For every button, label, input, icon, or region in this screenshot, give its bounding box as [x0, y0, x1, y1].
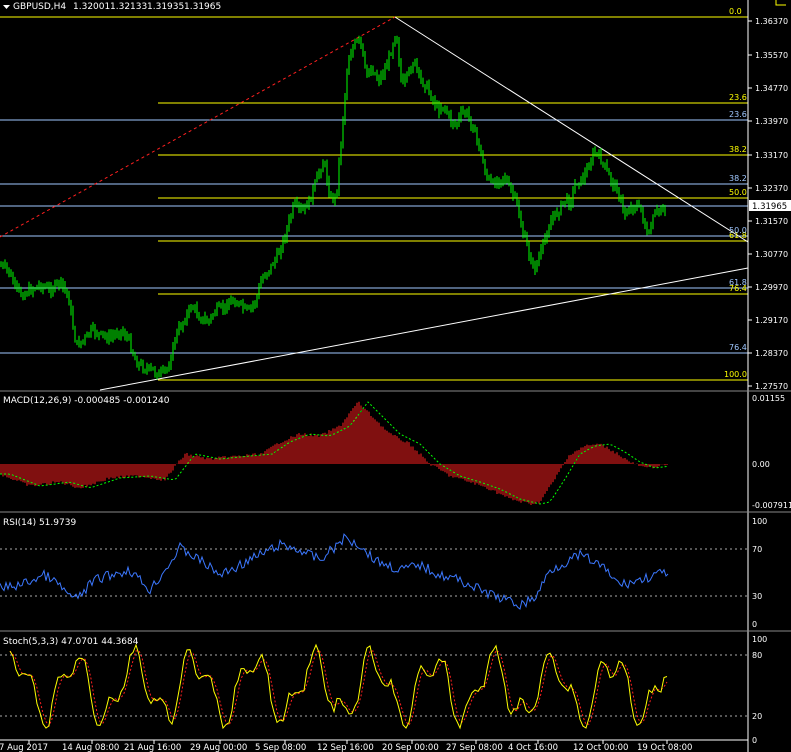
stoch-axis-0: 0 — [752, 736, 757, 745]
support-trendline[interactable] — [99, 267, 749, 391]
fib-yellow-label: 100.0 — [724, 370, 747, 379]
price-axis[interactable]: 1.36370 1.35570 1.34770 1.33970 1.33170 1.323… — [747, 0, 788, 752]
fib-yellow-label: 0.0 — [729, 7, 742, 16]
collapse-triangle-icon[interactable] — [3, 5, 10, 9]
macd-signal-line — [0, 401, 669, 505]
fib-yellow-label: 76.4 — [729, 284, 747, 293]
macd-axis-bottom: -0.007911 — [752, 501, 791, 510]
fib-blue-label: 23.6 — [729, 110, 747, 119]
price-axis-label: 1.33170 — [755, 151, 788, 160]
fib-yellow-label: 50.0 — [729, 188, 747, 197]
rsi-title: RSI(14) 51.9739 — [3, 518, 76, 528]
rsi-axis-0: 0 — [752, 620, 757, 629]
stoch-main-line — [9, 643, 668, 730]
fib-yellow-label: 23.6 — [729, 93, 747, 102]
fib-blue-label: 38.2 — [729, 174, 747, 183]
price-axis-label: 1.29970 — [755, 283, 788, 292]
fib-blue-label: 50.0 — [729, 226, 747, 235]
rsi-axis-70: 70 — [752, 545, 762, 554]
macd-window[interactable]: MACD(12,26,9) -0.000485 -0.001240 0.0115… — [0, 394, 791, 510]
rsi-axis-30: 30 — [752, 592, 762, 601]
main-price-window[interactable]: 0.023.638.250.061.876.4100.023.638.250.0… — [0, 7, 749, 391]
time-axis-label: 12 Oct 00:00 — [573, 743, 628, 752]
open-value: 1.32001 — [73, 2, 110, 12]
price-axis-label: 1.29170 — [755, 316, 788, 325]
fib-blue-label: 76.4 — [729, 343, 747, 352]
rsi-axis-100: 100 — [752, 517, 767, 526]
fib-level-labels: 0.023.638.250.061.876.4100.023.638.250.0… — [724, 7, 747, 379]
fib-blue-label: 61.8 — [729, 278, 747, 287]
main-fib-lines — [0, 16, 748, 381]
low-value: 1.31935 — [147, 2, 184, 12]
chart-header: GBPUSD,H4 1.32001 1.32133 1.31935 1.3196… — [3, 0, 786, 12]
high-value: 1.32133 — [110, 2, 147, 12]
time-axis-label: 27 Sep 08:00 — [446, 743, 503, 752]
price-axis-label: 1.27570 — [755, 382, 788, 391]
current-price-marker: 1.31965 — [749, 200, 791, 212]
macd-axis-zero: 0.00 — [752, 460, 770, 469]
current-price-label: 1.31965 — [752, 202, 787, 212]
stoch-axis-100: 100 — [752, 635, 767, 644]
stoch-axis-80: 80 — [752, 651, 762, 660]
stoch-title: Stoch(5,3,3) 47.0701 44.3684 — [3, 637, 139, 647]
rsi-window[interactable]: RSI(14) 51.9739 100 70 30 0 — [0, 517, 767, 629]
fib-yellow-label: 61.8 — [729, 231, 747, 240]
price-axis-label: 1.28370 — [755, 349, 788, 358]
rsi-line — [0, 533, 669, 610]
time-axis[interactable]: 7 Aug 2017 14 Aug 08:00 21 Aug 16:00 29 Aug… — [0, 740, 692, 752]
price-axis-label: 1.36370 — [755, 17, 788, 26]
price-axis-label: 1.35570 — [755, 51, 788, 60]
stoch-axis-20: 20 — [752, 712, 762, 721]
fib-yellow-label: 38.2 — [729, 145, 747, 154]
time-axis-label: 5 Sep 08:00 — [255, 743, 306, 752]
symbol-label: GBPUSD,H4 — [13, 2, 66, 12]
time-axis-label: 4 Oct 16:00 — [508, 743, 558, 752]
price-axis-label: 1.34770 — [755, 84, 788, 93]
time-axis-label: 7 Aug 2017 — [0, 743, 48, 752]
stoch-window[interactable]: Stoch(5,3,3) 47.0701 44.3684 100 80 20 0 — [0, 635, 767, 745]
time-axis-label: 21 Aug 16:00 — [124, 743, 181, 752]
time-axis-label: 14 Aug 08:00 — [62, 743, 119, 752]
resistance-trendline[interactable] — [394, 16, 749, 243]
price-axis-label: 1.30770 — [755, 250, 788, 259]
time-axis-label: 19 Oct 08:00 — [637, 743, 692, 752]
macd-title: MACD(12,26,9) -0.000485 -0.001240 — [3, 396, 170, 406]
stoch-signal-line — [9, 648, 668, 727]
time-axis-label: 12 Sep 16:00 — [317, 743, 374, 752]
price-axis-label: 1.33970 — [755, 117, 788, 126]
macd-axis-top: 0.01155 — [752, 394, 785, 403]
current-price-box — [749, 200, 791, 211]
price-candles — [0, 35, 666, 380]
macd-histogram — [0, 401, 668, 505]
time-axis-label: 29 Aug 00:00 — [190, 743, 247, 752]
time-axis-label: 20 Sep 00:00 — [382, 743, 439, 752]
price-axis-label: 1.32370 — [755, 184, 788, 193]
price-axis-label: 1.31570 — [755, 217, 788, 226]
corner-marker-icon — [775, 0, 786, 6]
close-value: 1.31965 — [184, 2, 221, 12]
